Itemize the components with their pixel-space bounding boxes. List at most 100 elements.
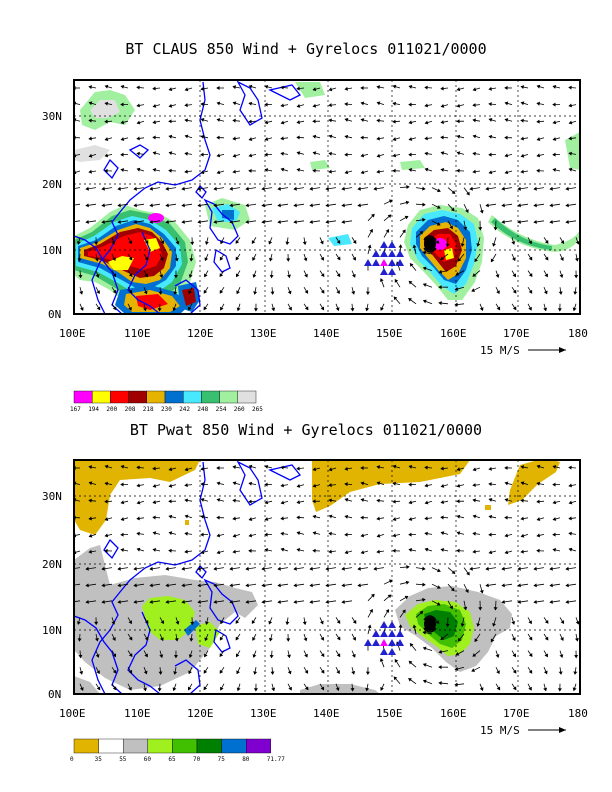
wind-vector-head xyxy=(158,671,163,675)
wind-vector-head xyxy=(440,256,445,261)
wind-vector-head xyxy=(392,548,396,553)
wind-vector-head xyxy=(456,531,461,536)
wind-vector-head xyxy=(184,483,188,488)
wind-vector-head xyxy=(120,500,125,505)
wind-vector-head xyxy=(111,621,116,625)
y-tick-label: 0N xyxy=(48,308,61,321)
wind-vector-head xyxy=(112,669,117,674)
wind-vector-head xyxy=(456,499,460,504)
wind-vector-head xyxy=(293,203,297,208)
wind-vector-head xyxy=(517,566,521,571)
wind-vector-head xyxy=(472,134,477,139)
wind-vector-head xyxy=(422,250,427,255)
wind-vector-head xyxy=(172,687,177,692)
legend-label: 55 xyxy=(119,756,127,763)
wind-vector-head xyxy=(328,103,332,108)
wind-vector-head xyxy=(96,290,100,295)
legend-swatch xyxy=(110,390,129,404)
wind-vector-head xyxy=(320,273,325,278)
wind-vector-head xyxy=(572,687,577,692)
wind-vector-head xyxy=(485,583,489,588)
wind-vector-head xyxy=(422,663,427,667)
wind-vector-head xyxy=(472,87,477,92)
wind-vector-head xyxy=(159,654,164,659)
wind-vector-head xyxy=(144,273,148,278)
wind-vector-head xyxy=(325,219,329,224)
wind-vector-head xyxy=(496,670,500,675)
wind-vector-head xyxy=(120,120,125,125)
reference-vector-label: 15 M/S xyxy=(480,724,520,737)
wind-vector-head xyxy=(438,301,442,306)
wind-vector-head xyxy=(380,686,384,691)
wind-vector-head xyxy=(512,637,516,642)
wind-vector-head xyxy=(293,186,297,191)
wind-vector-head xyxy=(79,307,84,311)
wind-vector-head xyxy=(112,289,117,294)
legend-swatch xyxy=(201,390,220,404)
wind-vector-head xyxy=(376,498,380,503)
x-tick-label: 170E xyxy=(503,327,530,340)
wind-vector-head xyxy=(213,186,217,191)
wind-vector-head xyxy=(232,549,236,554)
wind-vector-head xyxy=(160,257,164,262)
x-tick-label: 130E xyxy=(250,327,277,340)
wind-vector-head xyxy=(175,620,180,625)
wind-vector-head xyxy=(376,85,381,90)
top-gyre-markers xyxy=(364,235,437,275)
wind-vector-head xyxy=(184,549,188,554)
wind-vector-head xyxy=(112,637,116,641)
wind-vector-head xyxy=(351,273,356,278)
wind-vector-head xyxy=(465,589,469,593)
wind-vector-head xyxy=(320,686,325,691)
wind-vector-head xyxy=(422,582,426,587)
wind-vector-head xyxy=(422,299,427,304)
wind-vector-head xyxy=(511,621,516,625)
wind-vector-head xyxy=(512,669,517,674)
wind-vector-head xyxy=(424,85,428,90)
wind-vector-head xyxy=(293,566,297,571)
wind-vector-head xyxy=(490,258,495,263)
wind-vector-head xyxy=(419,610,424,615)
wind-vector-head xyxy=(104,533,109,538)
wind-vector-head xyxy=(504,101,509,106)
wind-vector-head xyxy=(575,620,580,625)
x-tick-label: 170E xyxy=(503,707,530,720)
wind-vector-head xyxy=(492,242,496,247)
wind-vector-head xyxy=(438,285,442,290)
bottom-panel-map xyxy=(73,459,581,695)
wind-vector-head xyxy=(104,84,109,89)
x-tick-label: 140E xyxy=(313,327,340,340)
wind-vector-head xyxy=(496,306,501,311)
legend-swatch xyxy=(98,738,124,754)
wind-vector-head xyxy=(479,209,484,214)
wind-vector-head xyxy=(188,274,193,279)
wind-vector-head xyxy=(536,137,541,141)
wind-vector-head xyxy=(398,244,403,248)
wind-vector-head xyxy=(504,135,508,140)
wind-vector-head xyxy=(78,654,83,659)
wind-vector-head xyxy=(88,85,93,90)
wind-vector-head xyxy=(319,240,324,245)
wind-vector-head xyxy=(501,566,505,571)
wind-vector-head xyxy=(181,186,185,191)
wind-vector-head xyxy=(496,290,500,295)
wind-vector-head xyxy=(488,86,492,91)
wind-vector-head xyxy=(449,225,453,230)
wind-vector-head xyxy=(463,226,468,231)
wind-vector-head xyxy=(312,168,316,173)
wind-vector-head xyxy=(165,599,169,604)
wind-vector-head xyxy=(165,583,169,588)
wind-vector-head xyxy=(549,583,553,588)
wind-vector-head xyxy=(488,532,492,537)
wind-vector-head xyxy=(204,653,208,658)
wind-vector-head xyxy=(376,101,381,106)
wind-vector-head xyxy=(88,465,93,470)
wind-vector-head xyxy=(341,583,345,588)
wind-vector-head xyxy=(95,654,100,658)
wind-vector-head xyxy=(367,244,372,249)
wind-vector-head xyxy=(450,587,455,592)
legend-swatch xyxy=(237,390,257,404)
wind-vector-head xyxy=(184,103,188,108)
wind-vector-head xyxy=(302,241,307,246)
wind-vector-head xyxy=(304,653,308,658)
